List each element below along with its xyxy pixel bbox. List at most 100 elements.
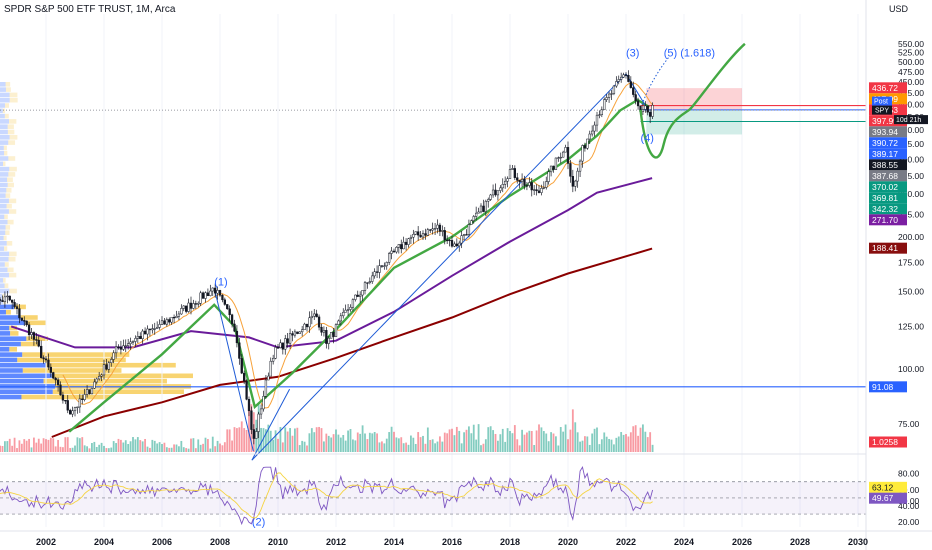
chart-title: SPDR S&P 500 ETF TRUST, 1M, Arca	[4, 4, 176, 15]
candle-body	[180, 308, 183, 315]
trend-lines[interactable]	[213, 73, 647, 461]
volume-bar	[124, 440, 127, 452]
volume-bar	[267, 424, 270, 452]
volume-bar	[161, 444, 163, 452]
candle-body	[317, 316, 321, 328]
candle-body	[552, 165, 555, 170]
candle-body	[380, 265, 384, 267]
candles	[0, 70, 654, 445]
profile-bar-up	[0, 256, 9, 262]
candle-body	[211, 287, 214, 292]
candle-body	[310, 315, 313, 319]
time-tick: 2016	[442, 537, 462, 547]
time-axis[interactable]: 2002 2004 2006 2008 2010 2012 2014 2016 2018 2020…	[0, 530, 932, 547]
volume-bar	[49, 437, 52, 452]
profile-bar-down	[3, 161, 6, 167]
volume-bar	[156, 443, 159, 452]
profile-bar-down	[5, 309, 11, 315]
profile-bar-up	[0, 124, 8, 129]
candle-body	[199, 292, 202, 304]
candle-body	[559, 156, 562, 159]
volume-bar	[453, 435, 456, 452]
volume-bar	[16, 448, 18, 452]
volume-bar	[429, 439, 432, 452]
volume-bar	[489, 426, 492, 452]
price-label-bg	[869, 82, 907, 94]
projection[interactable]	[639, 42, 746, 159]
candle-body	[64, 400, 67, 402]
price-tick: 75.00	[898, 419, 920, 429]
candle-body	[557, 157, 560, 159]
candle-body	[298, 331, 301, 334]
candle-body	[102, 364, 106, 376]
volume-bar	[383, 443, 386, 452]
volume-bar	[219, 443, 221, 452]
volume-bar	[629, 432, 632, 452]
time-tick: 2004	[94, 537, 114, 547]
volume-bar	[649, 432, 652, 452]
volume-bar	[584, 436, 586, 452]
profile-bar-up	[0, 331, 11, 336]
profile-bar-down	[9, 251, 17, 257]
volume-bar	[598, 444, 601, 452]
profile-bar-up	[0, 140, 9, 145]
candle-body	[342, 312, 345, 317]
volume-bar	[620, 432, 623, 452]
volume-bar	[83, 445, 86, 452]
candle-body	[201, 292, 205, 299]
candle-body	[346, 309, 350, 311]
candle-body	[141, 330, 144, 339]
profile-bar-down	[7, 182, 14, 188]
profile-bar-down	[6, 241, 13, 246]
volume-bar	[221, 445, 224, 452]
volume-bar	[187, 448, 190, 452]
volume-bar	[419, 437, 422, 452]
volume-bar	[0, 445, 1, 452]
volume-bar	[243, 428, 246, 452]
candle-body	[414, 231, 417, 235]
volume-bar	[371, 433, 374, 452]
candle-body	[569, 163, 572, 177]
price-label-bg	[869, 181, 907, 193]
trend-line	[213, 287, 254, 452]
candle-body	[484, 200, 487, 212]
volume-bar	[330, 437, 333, 452]
candle-body	[501, 184, 504, 189]
candle-body	[351, 299, 355, 308]
price-tick: 300.00	[898, 154, 924, 164]
position-box[interactable]	[646, 88, 742, 135]
candle-body	[508, 169, 512, 179]
candle-body	[288, 333, 292, 344]
volume-bar	[632, 426, 635, 452]
profile-bar-down	[51, 373, 193, 379]
candle-body	[545, 181, 548, 188]
candle-body	[537, 190, 541, 193]
profile-bar-up	[0, 182, 8, 188]
candle-body	[605, 97, 608, 100]
volume-bar	[364, 433, 366, 452]
candle-body	[632, 87, 635, 95]
horizontal-levels[interactable]	[0, 104, 866, 388]
volume-bar	[129, 441, 132, 452]
post-badge-bg	[872, 96, 892, 106]
candle-body	[134, 338, 137, 342]
trend-line	[251, 73, 627, 461]
volume-bar	[18, 440, 21, 452]
candle-body	[11, 299, 14, 303]
profile-bar-up	[0, 294, 3, 299]
volume-bar	[352, 439, 354, 452]
candle-body	[27, 324, 31, 336]
volume-bar	[139, 440, 142, 452]
rsi-tick: 60.00	[898, 485, 920, 495]
candle-body	[337, 320, 340, 325]
price-tick: 275.00	[898, 171, 924, 181]
profile-bar-down	[3, 246, 8, 251]
volume-bar	[315, 427, 318, 452]
candle-body	[344, 309, 347, 313]
volume-bar	[28, 438, 30, 452]
candle-body	[595, 114, 599, 126]
candle-body	[269, 360, 272, 377]
currency-label: USD	[888, 4, 908, 14]
candle-body	[243, 372, 246, 382]
